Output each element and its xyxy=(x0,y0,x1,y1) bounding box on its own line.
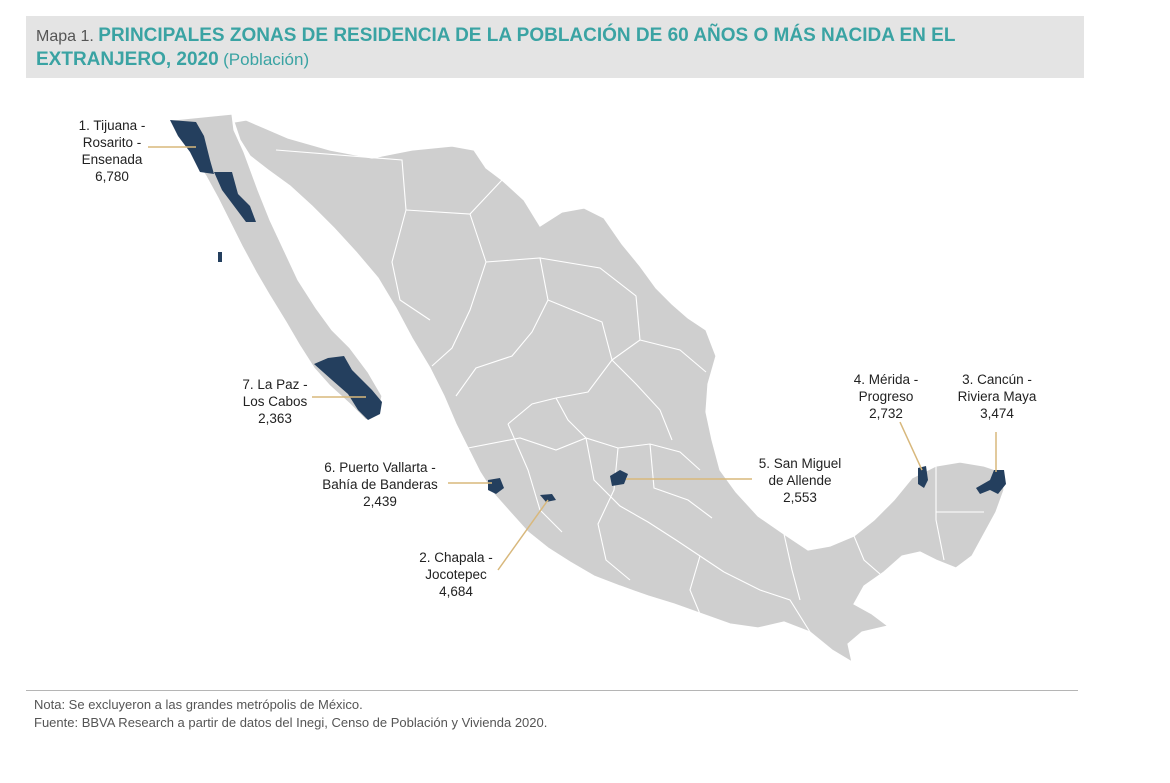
zone-ensenada-south xyxy=(214,172,256,222)
state-borders xyxy=(275,149,984,633)
zone-puerto-vallarta xyxy=(488,478,504,494)
footnote-note: Nota: Se excluyeron a las grandes metróp… xyxy=(34,697,363,712)
zone-chapala-jocotepec xyxy=(540,494,556,502)
zone-san-miguel-de-allende xyxy=(610,470,628,486)
zone-label-2: 2. Chapala - Jocotepec 4,684 xyxy=(419,550,493,599)
zone-small-island xyxy=(218,252,222,262)
zone-label-6: 6. Puerto Vallarta - Bahía de Banderas 2… xyxy=(322,460,438,509)
leader-line-2 xyxy=(497,499,549,571)
zone-label-5: 5. San Miguel de Allende 2,553 xyxy=(758,456,842,505)
map-title: PRINCIPALES ZONAS DE RESIDENCIA DE LA PO… xyxy=(36,25,956,70)
footer-divider xyxy=(26,690,1078,691)
map-number: Mapa 1. xyxy=(36,28,94,45)
leader-lines xyxy=(148,146,997,571)
zone-la-paz-los-cabos xyxy=(314,356,382,420)
zone-cancun-riviera-maya xyxy=(976,470,1006,494)
map-unit: (Población) xyxy=(223,50,310,69)
mainland-mexico xyxy=(233,119,1005,664)
leader-line-4 xyxy=(899,421,923,471)
zone-merida-progreso xyxy=(918,466,928,488)
zone-label-1: 1. Tijuana - Rosarito - Ensenada 6,780 xyxy=(78,118,146,184)
footnote-source: Fuente: BBVA Research a partir de datos … xyxy=(34,715,548,730)
zone-label-4: 4. Mérida - Progreso 2,732 xyxy=(853,372,919,421)
map-header: Mapa 1. PRINCIPALES ZONAS DE RESIDENCIA … xyxy=(26,16,1084,78)
zone-label-7: 7. La Paz - Los Cabos 2,363 xyxy=(242,377,308,426)
zone-label-3: 3. Cancún - Riviera Maya 3,474 xyxy=(957,372,1037,421)
